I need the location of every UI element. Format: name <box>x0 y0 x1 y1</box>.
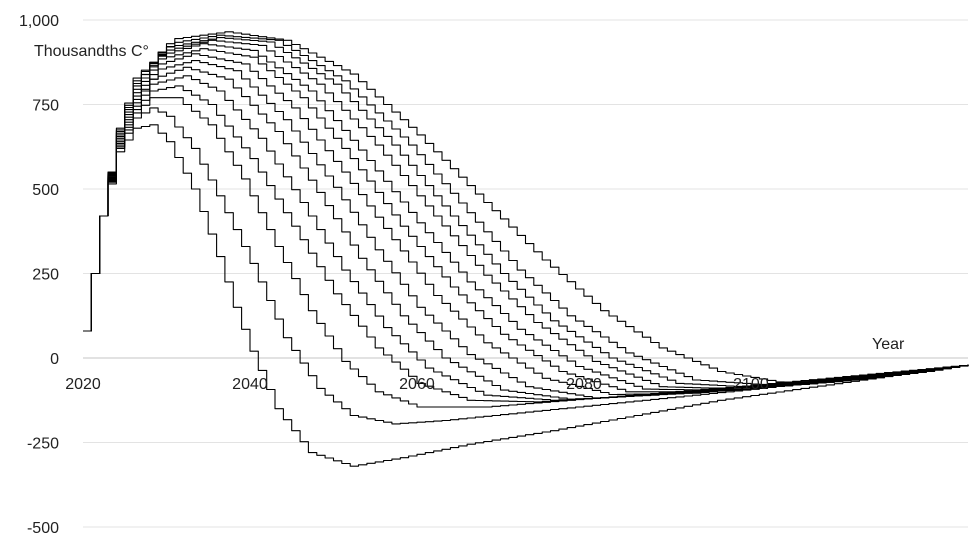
x-tick-label: 2040 <box>232 376 268 393</box>
series-line-14 <box>83 31 969 384</box>
series-line-1 <box>83 124 969 467</box>
series-line-8 <box>83 53 969 396</box>
y-axis-tick-labels: 1,000 750 500 250 0 -250 -500 <box>19 13 59 535</box>
series-lines <box>83 31 969 467</box>
y-tick-label: -500 <box>27 520 59 535</box>
series-line-11 <box>83 39 969 390</box>
series-line-9 <box>83 48 969 393</box>
x-tick-label: 2060 <box>399 376 435 393</box>
series-line-5 <box>83 75 969 401</box>
x-tick-label: 2100 <box>733 376 769 393</box>
series-line-3 <box>83 97 969 408</box>
y-tick-label: 1,000 <box>19 13 59 30</box>
series-line-2 <box>83 107 969 425</box>
x-axis-title: Year <box>872 336 905 353</box>
y-tick-label: 500 <box>32 182 59 199</box>
y-tick-label: 0 <box>50 351 59 368</box>
x-tick-label: 2080 <box>566 376 602 393</box>
x-axis-tick-labels: 2020 2040 2060 2080 2100 <box>65 376 769 393</box>
series-line-4 <box>83 85 969 403</box>
x-tick-label: 2020 <box>65 376 101 393</box>
y-tick-label: -250 <box>27 436 59 453</box>
series-line-10 <box>83 43 969 391</box>
y-tick-label: 750 <box>32 98 59 115</box>
gridlines <box>83 19 968 528</box>
series-line-12 <box>83 37 969 389</box>
y-tick-label: 250 <box>32 267 59 284</box>
y-axis-title: Thousandths C° <box>34 43 149 60</box>
series-line-13 <box>83 34 969 387</box>
